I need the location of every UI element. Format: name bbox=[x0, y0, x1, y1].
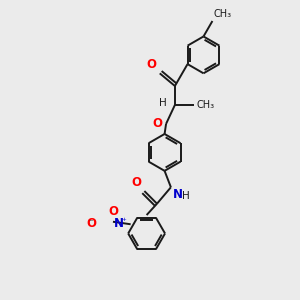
Text: N: N bbox=[172, 188, 182, 201]
Text: O: O bbox=[146, 58, 156, 71]
Text: CH₃: CH₃ bbox=[213, 9, 231, 19]
Text: CH₃: CH₃ bbox=[196, 100, 214, 110]
Text: O: O bbox=[87, 217, 97, 230]
Text: N: N bbox=[114, 217, 124, 230]
Text: H: H bbox=[159, 98, 167, 108]
Text: O: O bbox=[152, 117, 162, 130]
Text: ⁺: ⁺ bbox=[121, 217, 126, 226]
Text: O: O bbox=[108, 205, 118, 218]
Text: ⁻: ⁻ bbox=[88, 219, 93, 228]
Text: O: O bbox=[131, 176, 141, 189]
Text: H: H bbox=[182, 191, 190, 201]
